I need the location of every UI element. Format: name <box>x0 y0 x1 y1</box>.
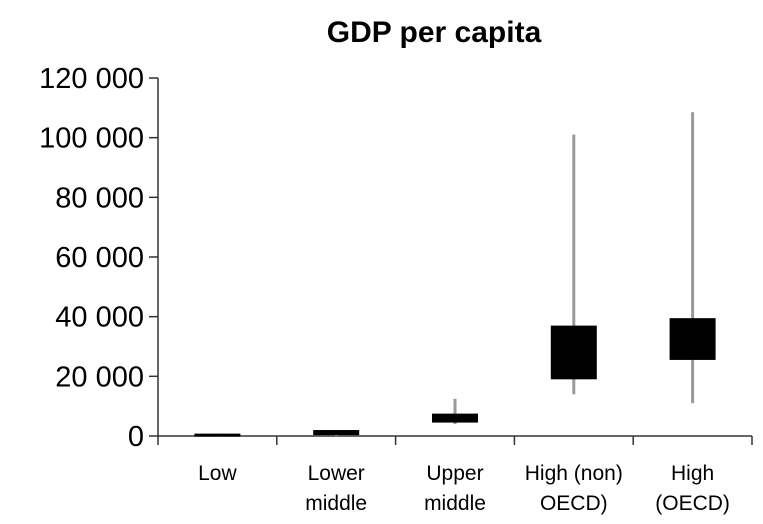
x-tick-label: middle <box>305 492 367 515</box>
x-tick-label: High (non) <box>525 462 623 485</box>
x-tick-label: High <box>671 462 714 485</box>
y-tick-label: 80 000 <box>55 182 144 214</box>
box-iqr <box>550 325 597 380</box>
x-tick-label: middle <box>424 492 486 515</box>
x-tick-label: (OECD) <box>655 492 730 515</box>
box-series <box>194 112 716 437</box>
y-tick-label: 20 000 <box>55 361 144 393</box>
y-tick-label: 60 000 <box>55 242 144 274</box>
x-axis: Low Lower middle Upper middle High (non) OECD)… <box>157 435 753 515</box>
box-iqr <box>669 318 716 360</box>
x-tick-label: Low <box>198 462 237 485</box>
y-tick-label: 40 000 <box>55 302 144 334</box>
x-tick-label: OECD) <box>540 492 608 515</box>
box-iqr <box>432 413 478 423</box>
y-axis: 0 20 000 40 000 60 000 80 000 100 000 120 000 <box>39 63 159 453</box>
y-tick-label: 0 <box>128 421 144 453</box>
x-tick-label: Upper <box>426 462 483 485</box>
y-tick-label: 100 000 <box>39 123 144 155</box>
y-tick-label: 120 000 <box>39 63 144 95</box>
box-iqr <box>194 433 241 437</box>
box-iqr <box>313 430 360 436</box>
chart-title: GDP per capita <box>327 16 542 49</box>
x-tick-label: Lower <box>308 462 365 485</box>
